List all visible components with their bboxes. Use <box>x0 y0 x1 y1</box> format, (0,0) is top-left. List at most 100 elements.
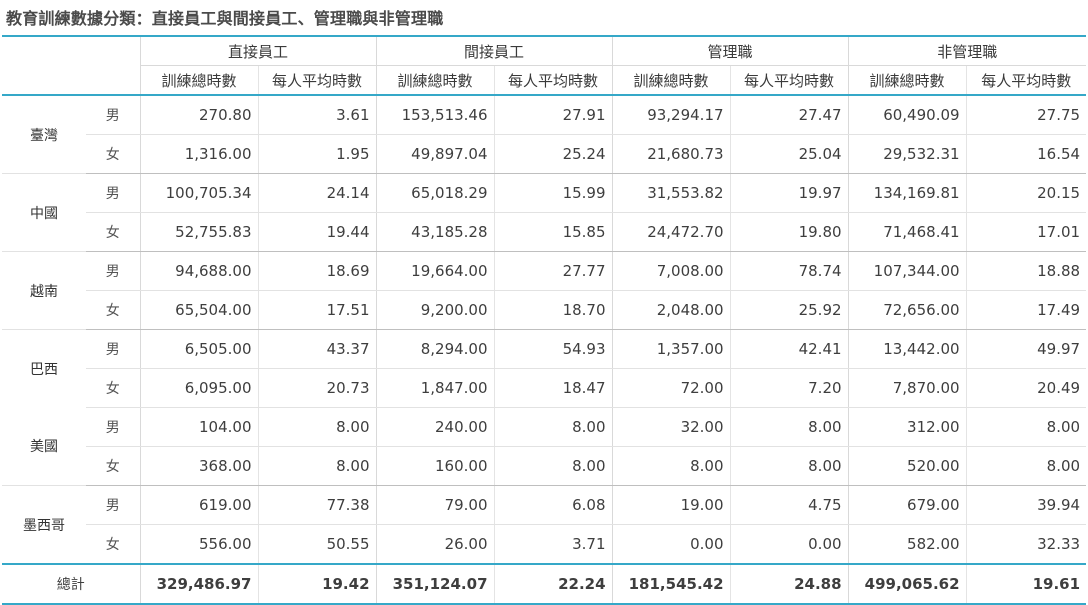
total-hours-cell: 19.00 <box>611 485 731 525</box>
training-data-table: 直接員工 間接員工 管理職 非管理職 訓練總時數 每人平均時數 訓練總時數 每人… <box>2 35 1087 605</box>
avg-hours-cell: 8.00 <box>729 446 849 486</box>
total-hours-cell: 65,504.00 <box>139 290 258 330</box>
avg-hours-cell: 27.47 <box>729 95 849 135</box>
total-hours-cell: 43,185.28 <box>375 212 495 252</box>
total-hours-cell: 240.00 <box>375 407 495 447</box>
avg-hours-cell: 17.51 <box>257 290 377 330</box>
sub-header-total-hours: 訓練總時數 <box>139 65 258 96</box>
total-hours-cell: 94,688.00 <box>139 251 258 291</box>
total-hours-cell: 60,490.09 <box>847 95 967 135</box>
table-row: 女 556.00 50.55 26.00 3.71 0.00 0.00 582.00 32.33 <box>2 524 1087 565</box>
total-hours-cell: 520.00 <box>847 446 967 486</box>
group-header-indirect: 間接員工 <box>375 36 613 66</box>
avg-hours-cell: 8.00 <box>257 407 377 447</box>
avg-hours-cell: 1.95 <box>257 134 377 174</box>
total-hours-cell: 1,316.00 <box>139 134 258 174</box>
total-hours-cell: 619.00 <box>139 485 258 525</box>
sub-header-total-hours: 訓練總時數 <box>375 65 495 96</box>
avg-hours-cell: 15.85 <box>493 212 613 252</box>
avg-hours-cell: 77.38 <box>257 485 377 525</box>
country-cell: 美國 <box>2 407 86 486</box>
total-hours-cell: 582.00 <box>847 524 967 565</box>
avg-hours-cell: 18.69 <box>257 251 377 291</box>
avg-hours-cell: 32.33 <box>965 524 1087 565</box>
total-hours-cell: 9,200.00 <box>375 290 495 330</box>
total-hours-cell: 153,513.46 <box>375 95 495 135</box>
sub-header-avg-hours: 每人平均時數 <box>729 65 849 96</box>
total-hours-cell: 52,755.83 <box>139 212 258 252</box>
total-hours-cell: 312.00 <box>847 407 967 447</box>
total-hours-cell: 32.00 <box>611 407 731 447</box>
total-hours-cell: 270.80 <box>139 95 258 135</box>
avg-hours-cell: 6.08 <box>493 485 613 525</box>
avg-hours-cell: 42.41 <box>729 329 849 369</box>
avg-hours-cell: 4.75 <box>729 485 849 525</box>
sub-header-avg-hours: 每人平均時數 <box>965 65 1087 96</box>
avg-hours-cell: 0.00 <box>729 524 849 565</box>
total-hours-cell: 6,505.00 <box>139 329 258 369</box>
total-hours-cell: 8.00 <box>611 446 731 486</box>
avg-hours-cell: 27.75 <box>965 95 1087 135</box>
table-row: 臺灣男 270.80 3.61 153,513.46 27.91 93,294.17 27.… <box>2 95 1087 174</box>
avg-hours-cell: 16.54 <box>965 134 1087 174</box>
avg-hours-cell: 78.74 <box>729 251 849 291</box>
total-hours-cell: 31,553.82 <box>611 173 731 213</box>
table-row: 女 368.00 8.00 160.00 8.00 8.00 8.00 520.00 8.00 <box>2 446 1087 486</box>
table-body: 臺灣男 270.80 3.61 153,513.46 27.91 93,294.17 27.… <box>2 95 1087 605</box>
page-title: 教育訓練數據分類：直接員工與間接員工、管理職與非管理職 <box>6 9 444 28</box>
avg-hours-cell: 20.73 <box>257 368 377 408</box>
table-row: 女 1,316.00 1.95 49,897.04 25.24 21,680.73 25.0… <box>2 134 1087 174</box>
gender-cell: 女 <box>86 290 140 330</box>
total-hours-cell: 7,008.00 <box>611 251 731 291</box>
avg-hours-cell: 15.99 <box>493 173 613 213</box>
country-cell: 墨西哥 <box>2 485 86 565</box>
corner-cell <box>2 36 140 66</box>
total-label: 總計 <box>2 563 140 605</box>
total-hours-cell: 556.00 <box>139 524 258 565</box>
total-hours-cell: 100,705.34 <box>139 173 258 213</box>
gender-cell: 男 <box>86 329 140 369</box>
total-hours-sum-cell: 181,545.42 <box>611 563 731 605</box>
table-row: 越南男 94,688.00 18.69 19,664.00 27.77 7,008.00 7… <box>2 251 1087 330</box>
total-hours-sum-cell: 499,065.62 <box>847 563 967 605</box>
total-hours-cell: 13,442.00 <box>847 329 967 369</box>
total-hours-cell: 79.00 <box>375 485 495 525</box>
avg-hours-cell: 20.15 <box>965 173 1087 213</box>
avg-hours-cell: 25.04 <box>729 134 849 174</box>
sub-header-avg-hours: 每人平均時數 <box>257 65 377 96</box>
total-hours-cell: 1,357.00 <box>611 329 731 369</box>
total-hours-cell: 72,656.00 <box>847 290 967 330</box>
total-hours-cell: 7,870.00 <box>847 368 967 408</box>
gender-cell: 男 <box>86 485 140 525</box>
avg-hours-sum-cell: 24.88 <box>729 563 849 605</box>
total-hours-cell: 2,048.00 <box>611 290 731 330</box>
sub-header-total-hours: 訓練總時數 <box>611 65 731 96</box>
avg-hours-cell: 49.97 <box>965 329 1087 369</box>
gender-cell: 女 <box>86 524 140 565</box>
avg-hours-cell: 50.55 <box>257 524 377 565</box>
avg-hours-cell: 25.92 <box>729 290 849 330</box>
group-header-non-management: 非管理職 <box>847 36 1087 66</box>
avg-hours-cell: 27.77 <box>493 251 613 291</box>
avg-hours-cell: 19.44 <box>257 212 377 252</box>
gender-cell: 男 <box>86 173 140 213</box>
group-header-management: 管理職 <box>611 36 849 66</box>
corner-cell-sub <box>2 65 140 96</box>
avg-hours-cell: 25.24 <box>493 134 613 174</box>
total-hours-cell: 368.00 <box>139 446 258 486</box>
total-hours-cell: 6,095.00 <box>139 368 258 408</box>
country-cell: 巴西 <box>30 361 58 378</box>
group-header-row: 直接員工 間接員工 管理職 非管理職 <box>2 36 1087 66</box>
country-cell: 中國 <box>2 173 86 252</box>
country-cell: 越南 <box>2 251 86 330</box>
table-row: 美國男 104.00 8.00 240.00 8.00 32.00 8.00 312.00 8.… <box>2 407 1087 486</box>
avg-hours-cell: 17.01 <box>965 212 1087 252</box>
avg-hours-cell: 43.37 <box>257 329 377 369</box>
avg-hours-sum-cell: 19.61 <box>965 563 1087 605</box>
avg-hours-cell: 8.00 <box>965 407 1087 447</box>
total-hours-sum-cell: 351,124.07 <box>375 563 495 605</box>
total-hours-cell: 71,468.41 <box>847 212 967 252</box>
avg-hours-cell: 8.00 <box>729 407 849 447</box>
avg-hours-cell: 27.91 <box>493 95 613 135</box>
avg-hours-cell: 39.94 <box>965 485 1087 525</box>
